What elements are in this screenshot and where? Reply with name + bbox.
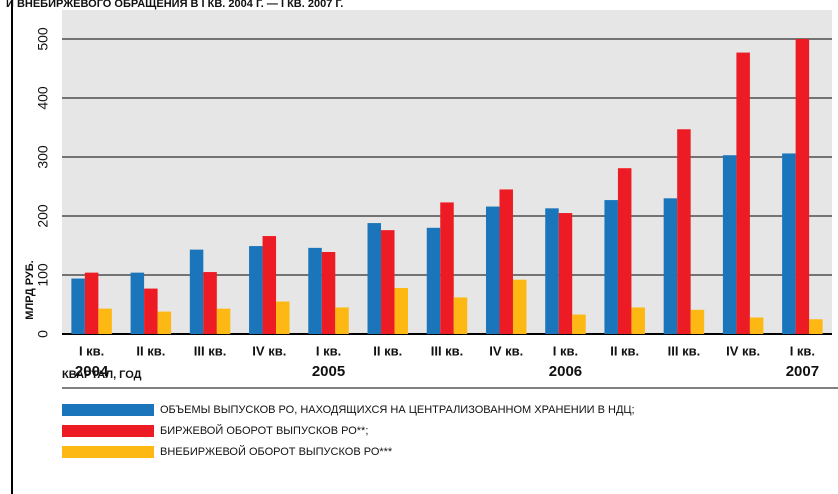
bar [335, 307, 349, 334]
x-tick-label: III кв. [194, 343, 227, 358]
bar [440, 202, 454, 334]
y-tick-label: 300 [35, 145, 51, 169]
bar [631, 307, 645, 334]
bar [367, 223, 382, 334]
x-tick-label: IV кв. [489, 343, 523, 358]
y-tick-label: 200 [35, 204, 51, 228]
bar [690, 309, 705, 334]
year-label: 2005 [312, 363, 345, 380]
year-label: 2007 [786, 363, 819, 380]
x-tick-label: I кв. [790, 343, 815, 358]
bar [663, 198, 678, 334]
legend-label: БИРЖЕВОЙ ОБОРОТ ВЫПУСКОВ РО**; [160, 424, 368, 437]
bar [249, 246, 263, 334]
bar [216, 308, 231, 334]
y-tick-label: 100 [35, 263, 51, 287]
bar [189, 249, 204, 334]
x-tick-label: IV кв. [726, 343, 760, 358]
bar [203, 272, 217, 334]
bar [809, 319, 823, 334]
bar [130, 272, 145, 334]
y-tick-label: 0 [35, 330, 51, 338]
x-tick-label: II кв. [136, 343, 165, 358]
x-axis-label: КВАРТАЛ, ГОД [62, 369, 142, 381]
bar [276, 301, 290, 334]
bar [512, 279, 527, 334]
x-tick-label: III кв. [668, 343, 701, 358]
bar [617, 168, 632, 334]
bar [321, 251, 336, 334]
bar [782, 153, 796, 334]
bar [426, 227, 441, 334]
legend-swatch [62, 404, 154, 416]
bar [722, 155, 737, 334]
x-tick-label: I кв. [553, 343, 578, 358]
bar [71, 278, 85, 334]
x-tick-label: III кв. [431, 343, 464, 358]
bar [572, 314, 586, 334]
bar [558, 213, 573, 334]
y-axis-label: МЛРД РУБ. [24, 260, 36, 319]
bar [157, 311, 172, 334]
x-tick-label: II кв. [373, 343, 402, 358]
bar [144, 288, 158, 334]
bar [795, 39, 810, 334]
bar [84, 272, 99, 334]
x-tick-label: I кв. [79, 343, 104, 358]
bar [485, 206, 500, 334]
legend-swatch [62, 425, 154, 437]
x-tick-label: I кв. [316, 343, 341, 358]
bar [545, 208, 559, 334]
x-tick-label: IV кв. [252, 343, 286, 358]
legend-swatch [62, 446, 154, 458]
bar [98, 308, 112, 334]
bar [736, 52, 750, 334]
year-label: 2006 [549, 363, 582, 380]
bar [499, 189, 513, 334]
chart-title: И ВНЕБИРЖЕВОГО ОБРАЩЕНИЯ В I КВ. 2004 Г.… [6, 0, 343, 10]
bar [604, 200, 618, 334]
legend-label: ВНЕБИРЖЕВОЙ ОБОРОТ ВЫПУСКОВ РО*** [160, 445, 393, 458]
bar [381, 230, 395, 334]
bar [308, 247, 322, 334]
bar [453, 297, 468, 334]
x-tick-label: II кв. [610, 343, 639, 358]
y-tick-label: 500 [35, 27, 51, 51]
bar [677, 129, 691, 334]
legend-label: ОБЪЕМЫ ВЫПУСКОВ РО, НАХОДЯЩИХСЯ НА ЦЕНТР… [160, 404, 635, 416]
bar [749, 317, 764, 334]
bar [262, 236, 277, 334]
bar [394, 287, 409, 334]
y-tick-label: 400 [35, 86, 51, 110]
year-label: 2004 [75, 363, 109, 380]
